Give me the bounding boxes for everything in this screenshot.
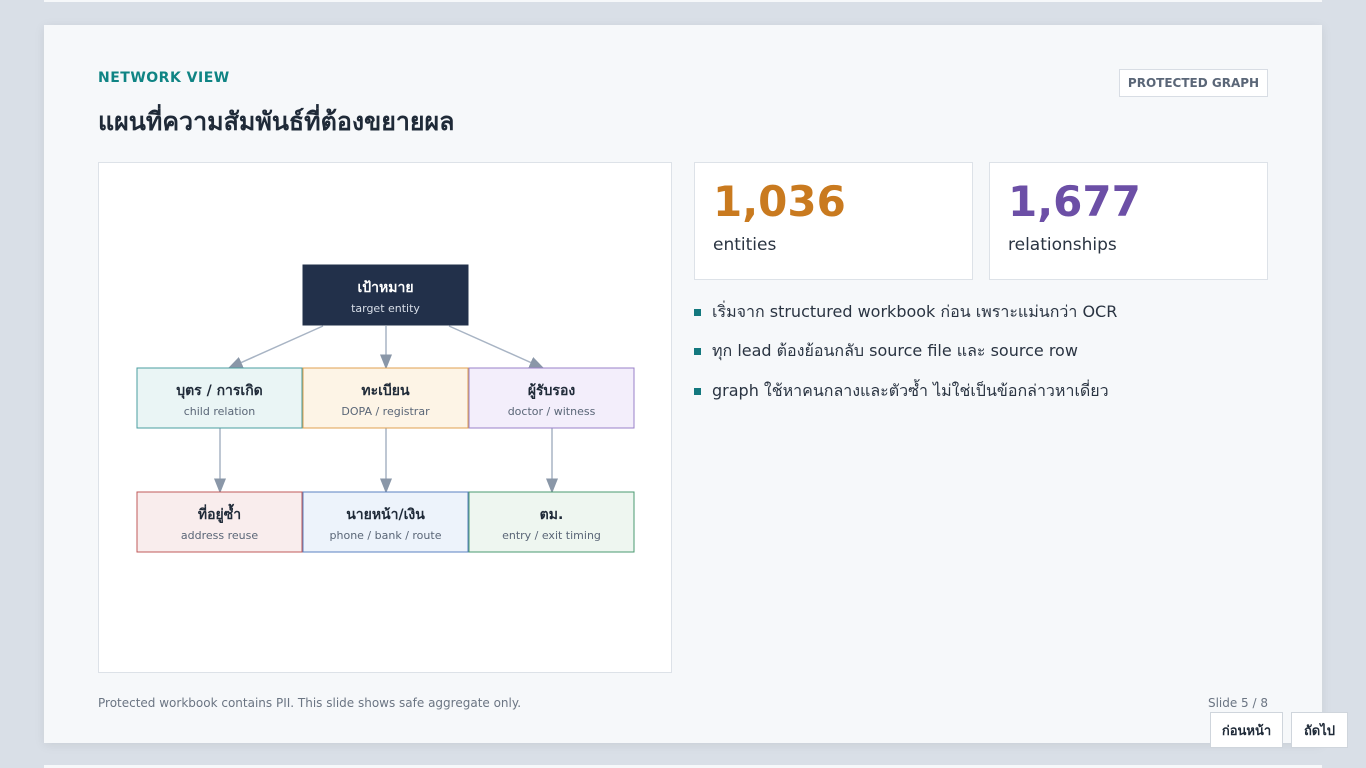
footer-note: Protected workbook contains PII. This sl…	[98, 696, 522, 710]
next-button[interactable]: ถัดไป	[1291, 712, 1348, 748]
prev-slide-edge	[44, 0, 1322, 2]
bullet: เริ่มจาก structured workbook ก่อน เพราะแ…	[694, 300, 1117, 325]
node: ที่อยู่ซ้ำ address reuse	[136, 491, 303, 553]
stat-label: relationships	[1008, 235, 1117, 255]
node-box	[468, 491, 635, 553]
node-box	[136, 491, 303, 553]
node-box	[468, 367, 635, 429]
node-box	[302, 491, 469, 553]
node-label: บุตร / การเกิด	[176, 383, 263, 399]
bullet-text: graph ใช้หาคนกลางและตัวซ้ำ ไม่ใช่เป็นข้อ…	[712, 381, 1109, 400]
slide-counter: Slide 5 / 8	[1207, 696, 1268, 710]
node-box	[136, 367, 303, 429]
node-sub: doctor / witness	[508, 405, 596, 418]
node-label: ทะเบียน	[361, 383, 410, 399]
node: ทะเบียน DOPA / registrar	[302, 367, 469, 429]
node-sub: entry / exit timing	[502, 529, 601, 542]
node-label: นายหน้า/เงิน	[346, 507, 425, 523]
node-box	[302, 264, 469, 326]
bullet: graph ใช้หาคนกลางและตัวซ้ำ ไม่ใช่เป็นข้อ…	[694, 379, 1109, 404]
node-sub: target entity	[351, 302, 420, 315]
stat-value: 1,677	[1008, 177, 1141, 226]
bullet-text: ทุก lead ต้องย้อนกลับ source file และ so…	[712, 341, 1078, 360]
node-label: ตม.	[540, 507, 564, 523]
edges	[214, 325, 558, 494]
stat-card: 1,677 relationships	[989, 162, 1268, 280]
slide-title: แผนที่ความสัมพันธ์ที่ต้องขยายผล	[98, 107, 455, 136]
node-label: ผู้รับรอง	[528, 383, 576, 399]
node-sub: phone / bank / route	[330, 529, 442, 542]
node: นายหน้า/เงิน phone / bank / route	[302, 491, 469, 553]
bullet: ทุก lead ต้องย้อนกลับ source file และ so…	[694, 339, 1078, 364]
node-sub: child relation	[184, 405, 256, 418]
diagram: เป้าหมาย target entity บุตร / การเกิด child…	[136, 264, 635, 553]
stat-value: 1,036	[713, 177, 846, 226]
node-sub: address reuse	[181, 529, 258, 542]
stat-card: 1,036 entities	[694, 162, 973, 280]
prev-button[interactable]: ก่อนหน้า	[1210, 712, 1283, 748]
bullet-text: เริ่มจาก structured workbook ก่อน เพราะแ…	[712, 302, 1118, 321]
node-label: ที่อยู่ซ้ำ	[198, 503, 241, 523]
badge: PROTECTED GRAPH	[1119, 69, 1268, 97]
next-slide-edge	[44, 765, 1322, 768]
node: เป้าหมาย target entity	[302, 264, 469, 326]
diagram-panel: เป้าหมาย target entity บุตร / การเกิด child…	[98, 162, 672, 673]
node-box	[302, 367, 469, 429]
node-sub: DOPA / registrar	[341, 405, 430, 418]
node-label: เป้าหมาย	[357, 280, 413, 296]
eyebrow: NETWORK VIEW	[98, 70, 230, 86]
node: ตม. entry / exit timing	[468, 491, 635, 553]
node: บุตร / การเกิด child relation	[136, 367, 303, 429]
stat-label: entities	[713, 235, 777, 255]
node: ผู้รับรอง doctor / witness	[468, 367, 635, 429]
